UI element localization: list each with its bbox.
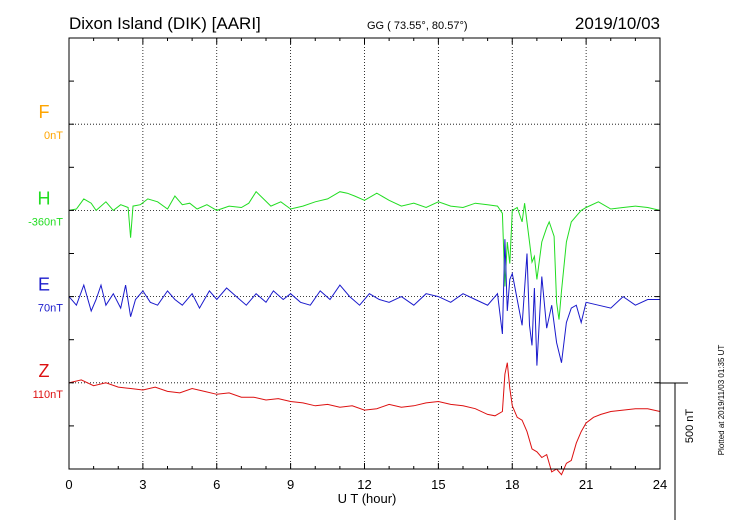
series-line-z xyxy=(68,362,661,476)
series-labels: F 0nT H -360nT E 70nT Z 110nT xyxy=(28,102,63,401)
x-tick-label: 15 xyxy=(431,477,445,492)
x-tick-label: 6 xyxy=(213,477,220,492)
plotted-timestamp: Plotted at 2019/11/03 01:35 UT xyxy=(717,345,726,456)
x-tick-label: 9 xyxy=(287,477,294,492)
series-baseline-f: 0nT xyxy=(44,130,63,142)
x-axis-label: U T (hour) xyxy=(338,491,397,506)
series-line-e xyxy=(68,239,660,366)
x-tick-labels: 0 3 6 9 12 15 18 21 24 xyxy=(65,477,667,492)
x-tick-label: 24 xyxy=(653,477,667,492)
series-name-e: E xyxy=(38,275,50,295)
series-traces xyxy=(68,190,661,476)
x-tick-label: 0 xyxy=(65,477,72,492)
series-name-z: Z xyxy=(39,361,50,381)
series-baseline-h: -360nT xyxy=(28,216,63,228)
geographic-coords: GG ( 73.55°, 80.57°) xyxy=(367,20,468,32)
series-name-f: F xyxy=(39,102,50,122)
grid xyxy=(69,38,660,469)
series-line-h xyxy=(68,190,661,320)
scale-bar: 500 nT xyxy=(660,382,696,520)
x-tick-label: 3 xyxy=(139,477,146,492)
date-label: 2019/10/03 xyxy=(575,14,660,33)
x-tick-label: 18 xyxy=(505,477,519,492)
x-tick-label: 12 xyxy=(357,477,371,492)
tick-marks xyxy=(68,38,661,469)
series-baseline-e: 70nT xyxy=(38,303,63,315)
scale-bar-label: 500 nT xyxy=(684,409,696,444)
station-title: Dixon Island (DIK) [AARI] xyxy=(69,14,261,33)
series-baseline-z: 110nT xyxy=(33,389,64,401)
series-name-h: H xyxy=(38,188,51,208)
x-tick-label: 21 xyxy=(579,477,593,492)
